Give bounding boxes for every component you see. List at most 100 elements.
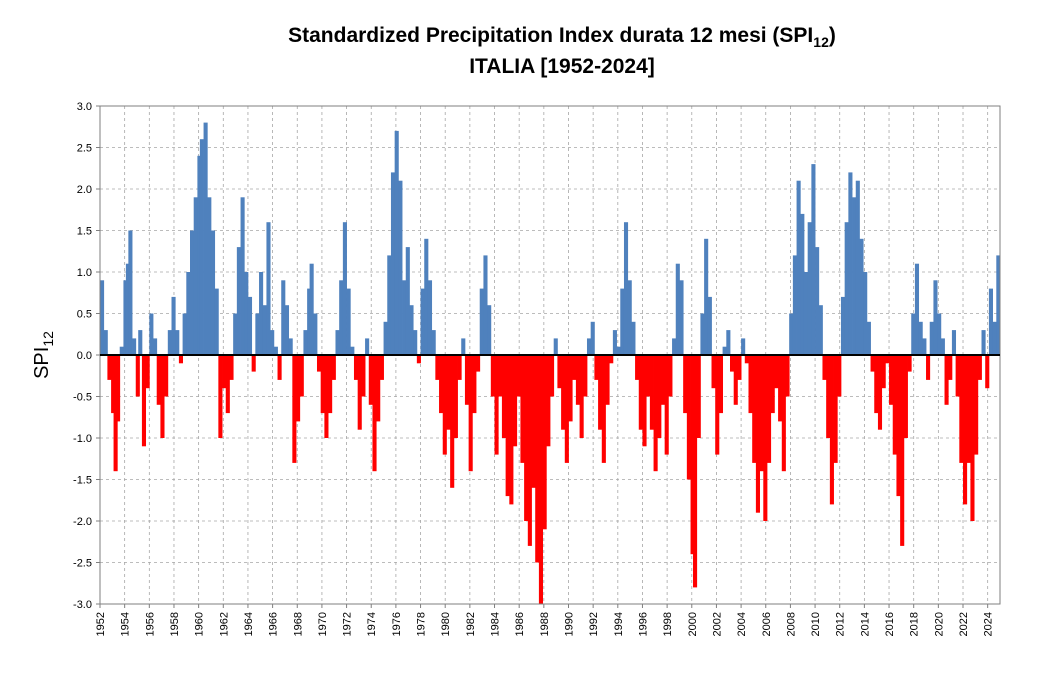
bar — [553, 338, 558, 355]
bar — [616, 346, 621, 355]
bar — [100, 280, 105, 355]
bar — [985, 355, 990, 389]
bar — [623, 222, 629, 355]
bar — [657, 355, 662, 438]
bar — [759, 355, 764, 472]
bar — [116, 355, 121, 422]
bar — [461, 338, 466, 355]
bar — [627, 280, 632, 355]
bar — [557, 355, 562, 389]
bar — [111, 355, 116, 414]
bar — [870, 355, 875, 372]
bar — [178, 355, 184, 364]
bar — [859, 238, 864, 355]
bar — [387, 255, 392, 355]
x-tick-label: 1992 — [588, 612, 600, 636]
bar — [568, 355, 573, 422]
bar — [346, 288, 351, 355]
x-tick-label: 2004 — [736, 612, 748, 636]
bar — [156, 355, 161, 405]
bar — [911, 313, 916, 355]
bar — [781, 355, 786, 472]
x-tick-label: 1998 — [662, 612, 674, 636]
bar — [881, 355, 886, 389]
bar — [439, 355, 444, 414]
bar — [542, 355, 547, 530]
chart-title-end: ) — [829, 24, 836, 47]
x-tick-label: 2010 — [810, 612, 822, 636]
bar — [524, 355, 529, 521]
bar — [951, 330, 957, 355]
bar — [807, 222, 812, 355]
bar — [135, 355, 140, 397]
bar — [538, 355, 544, 604]
y-tick-label: -2.0 — [73, 516, 92, 528]
y-tick-label: -1.5 — [73, 475, 92, 487]
bar — [774, 355, 779, 389]
bar — [715, 355, 720, 455]
y-tick-label: -2.5 — [73, 558, 92, 570]
bar — [575, 355, 580, 405]
bar — [277, 355, 282, 380]
bar — [472, 355, 477, 414]
bar — [726, 330, 731, 355]
bar — [675, 263, 680, 355]
x-tick-label: 1956 — [144, 612, 156, 636]
x-tick-label: 1972 — [342, 612, 354, 636]
bar — [292, 355, 297, 463]
bar — [598, 355, 603, 430]
bar — [848, 172, 853, 355]
bar — [992, 321, 997, 355]
bar — [755, 355, 760, 513]
bar — [800, 213, 805, 355]
bar — [240, 197, 245, 355]
bar — [153, 338, 158, 355]
bar — [247, 296, 253, 355]
y-axis-label-subscript: 12 — [40, 331, 56, 347]
bar — [948, 355, 953, 380]
bar — [833, 355, 838, 463]
x-tick-label: 2000 — [687, 612, 699, 636]
bar — [409, 305, 414, 355]
y-tick-label: 1.5 — [77, 226, 92, 238]
x-tick-label: 1976 — [391, 612, 403, 636]
bar — [737, 355, 742, 380]
chart-title-subscript: 12 — [813, 34, 829, 50]
bar — [296, 355, 301, 422]
bar — [442, 355, 447, 455]
bar — [922, 338, 927, 355]
chart-subtitle: ITALIA [1952-2024] — [469, 55, 655, 78]
bar — [763, 355, 768, 521]
bar — [435, 355, 440, 380]
bar — [933, 280, 938, 355]
bar — [605, 355, 610, 405]
x-tick-label: 1982 — [465, 612, 477, 636]
bar — [937, 313, 942, 355]
bar — [815, 247, 820, 355]
bar — [331, 355, 336, 380]
bar — [427, 280, 433, 355]
x-tick-label: 1978 — [416, 612, 428, 636]
bar — [896, 355, 901, 497]
bar — [186, 272, 191, 355]
bar — [866, 321, 871, 355]
x-tick-label: 1986 — [514, 612, 526, 636]
bar — [683, 355, 688, 414]
bar — [413, 330, 418, 355]
bar — [811, 164, 816, 355]
x-tick-label: 1974 — [366, 612, 378, 636]
bar — [229, 355, 234, 380]
bar — [918, 321, 923, 355]
bar — [594, 355, 599, 380]
bar — [182, 313, 187, 355]
bar — [197, 155, 202, 355]
bar — [840, 296, 846, 355]
bar — [748, 355, 753, 414]
bar — [509, 355, 514, 505]
bar — [132, 338, 137, 355]
bar — [464, 355, 470, 405]
bar — [766, 355, 772, 463]
x-tick-label: 2018 — [909, 612, 921, 636]
y-tick-label: 3.0 — [77, 101, 92, 113]
x-tick-label: 1994 — [613, 612, 625, 636]
